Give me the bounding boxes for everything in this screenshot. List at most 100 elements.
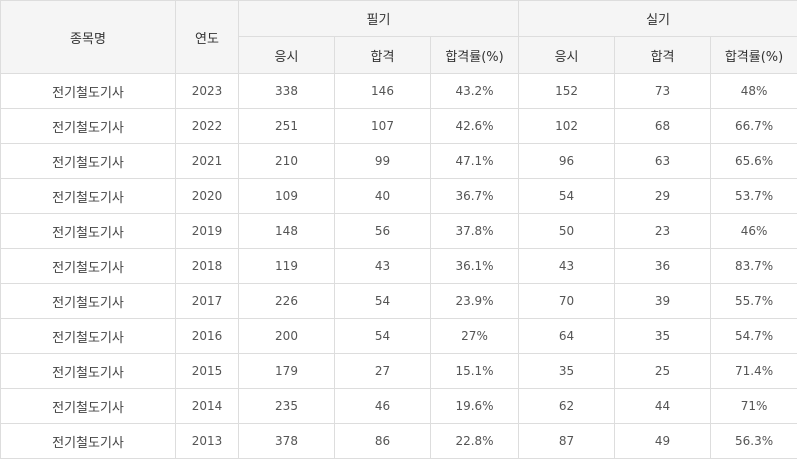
cell-written-pass: 56 bbox=[334, 213, 431, 249]
cell-written-rate: 37.8% bbox=[429, 213, 520, 249]
cell-practical-apply: 43 bbox=[518, 248, 616, 284]
cell-written-apply: 226 bbox=[238, 283, 335, 319]
header-practical-rate: 합격률(%) bbox=[710, 36, 797, 74]
cell-practical-pass: 29 bbox=[614, 178, 712, 214]
cell-practical-rate: 48% bbox=[710, 73, 797, 109]
cell-practical-pass: 23 bbox=[614, 213, 712, 249]
cell-practical-pass: 39 bbox=[614, 283, 712, 319]
header-written-rate: 합격률(%) bbox=[429, 36, 520, 74]
header-row-sub: 응시 합격 합격률(%) 응시 합격 합격률(%) bbox=[1, 36, 797, 74]
header-written-pass: 합격 bbox=[334, 36, 431, 74]
cell-written-apply: 179 bbox=[238, 353, 335, 389]
cell-written-rate: 47.1% bbox=[429, 143, 520, 179]
cell-written-pass: 54 bbox=[334, 318, 431, 354]
cell-year: 2013 bbox=[175, 423, 239, 459]
cell-written-apply: 251 bbox=[238, 108, 335, 144]
cell-item-name: 전기철도기사 bbox=[0, 388, 176, 424]
cell-written-pass: 27 bbox=[334, 353, 431, 389]
table-row: 전기철도기사 2019 148 56 37.8% 50 23 46% bbox=[0, 213, 797, 249]
cell-practical-rate: 71.4% bbox=[710, 353, 797, 389]
cell-practical-apply: 152 bbox=[518, 73, 616, 109]
cell-written-apply: 119 bbox=[238, 248, 335, 284]
cell-item-name: 전기철도기사 bbox=[0, 178, 176, 214]
cell-written-rate: 22.8% bbox=[429, 423, 520, 459]
cell-practical-pass: 49 bbox=[614, 423, 712, 459]
cell-year: 2017 bbox=[175, 283, 239, 319]
cell-practical-rate: 65.6% bbox=[710, 143, 797, 179]
cell-practical-rate: 54.7% bbox=[710, 318, 797, 354]
cell-written-pass: 54 bbox=[334, 283, 431, 319]
cell-written-pass: 86 bbox=[334, 423, 431, 459]
table-row: 전기철도기사 2023 338 146 43.2% 152 73 48% bbox=[0, 73, 797, 109]
table-row: 전기철도기사 2014 235 46 19.6% 62 44 71% bbox=[0, 388, 797, 424]
cell-item-name: 전기철도기사 bbox=[0, 283, 176, 319]
cell-written-rate: 36.7% bbox=[429, 178, 520, 214]
cell-year: 2020 bbox=[175, 178, 239, 214]
cell-written-pass: 146 bbox=[334, 73, 431, 109]
cell-written-apply: 109 bbox=[238, 178, 335, 214]
cell-item-name: 전기철도기사 bbox=[0, 423, 176, 459]
cell-item-name: 전기철도기사 bbox=[0, 73, 176, 109]
header-practical-pass: 합격 bbox=[614, 36, 712, 74]
cell-practical-rate: 83.7% bbox=[710, 248, 797, 284]
cell-practical-pass: 68 bbox=[614, 108, 712, 144]
cell-practical-pass: 35 bbox=[614, 318, 712, 354]
cell-practical-pass: 44 bbox=[614, 388, 712, 424]
table-row: 전기철도기사 2022 251 107 42.6% 102 68 66.7% bbox=[0, 108, 797, 144]
cell-practical-apply: 70 bbox=[518, 283, 616, 319]
header-practical: 실기 bbox=[518, 0, 797, 37]
cell-practical-apply: 64 bbox=[518, 318, 616, 354]
table-row: 전기철도기사 2013 378 86 22.8% 87 49 56.3% bbox=[0, 423, 797, 459]
cell-item-name: 전기철도기사 bbox=[0, 318, 176, 354]
cell-written-pass: 43 bbox=[334, 248, 431, 284]
table-row: 전기철도기사 2017 226 54 23.9% 70 39 55.7% bbox=[0, 283, 797, 319]
cell-year: 2014 bbox=[175, 388, 239, 424]
table-header: 종목명 연도 필기 실기 응시 합격 합격률(%) 응시 합격 합격률(%) bbox=[0, 0, 797, 74]
cell-practical-pass: 73 bbox=[614, 73, 712, 109]
header-year: 연도 bbox=[175, 0, 239, 74]
cell-written-rate: 23.9% bbox=[429, 283, 520, 319]
cell-practical-rate: 56.3% bbox=[710, 423, 797, 459]
header-written: 필기 bbox=[237, 0, 520, 37]
cell-practical-rate: 71% bbox=[710, 388, 797, 424]
cell-practical-apply: 62 bbox=[518, 388, 616, 424]
cell-written-rate: 42.6% bbox=[429, 108, 520, 144]
cell-written-rate: 43.2% bbox=[429, 73, 520, 109]
table-body: 전기철도기사 2023 338 146 43.2% 152 73 48% 전기철도기사 2022 2… bbox=[0, 73, 797, 459]
cell-written-pass: 99 bbox=[334, 143, 431, 179]
cell-practical-apply: 96 bbox=[518, 143, 616, 179]
cell-written-rate: 15.1% bbox=[429, 353, 520, 389]
cell-written-apply: 235 bbox=[238, 388, 335, 424]
header-row-top: 종목명 연도 필기 실기 bbox=[0, 0, 797, 74]
cell-written-pass: 40 bbox=[334, 178, 431, 214]
cell-practical-rate: 66.7% bbox=[710, 108, 797, 144]
cell-written-apply: 378 bbox=[238, 423, 335, 459]
cell-item-name: 전기철도기사 bbox=[0, 213, 176, 249]
table-row: 전기철도기사 2020 109 40 36.7% 54 29 53.7% bbox=[0, 178, 797, 214]
cell-practical-pass: 36 bbox=[614, 248, 712, 284]
cell-item-name: 전기철도기사 bbox=[0, 248, 176, 284]
cell-practical-apply: 102 bbox=[518, 108, 616, 144]
cell-written-rate: 19.6% bbox=[429, 388, 520, 424]
cell-written-pass: 46 bbox=[334, 388, 431, 424]
cell-year: 2019 bbox=[175, 213, 239, 249]
cell-practical-apply: 87 bbox=[518, 423, 616, 459]
cell-year: 2016 bbox=[175, 318, 239, 354]
cell-practical-rate: 55.7% bbox=[710, 283, 797, 319]
cell-written-rate: 27% bbox=[429, 318, 520, 354]
cell-practical-rate: 53.7% bbox=[710, 178, 797, 214]
cell-written-apply: 148 bbox=[238, 213, 335, 249]
header-item-name: 종목명 bbox=[0, 0, 176, 74]
header-practical-apply: 응시 bbox=[518, 36, 616, 74]
cell-item-name: 전기철도기사 bbox=[0, 353, 176, 389]
cell-practical-pass: 25 bbox=[614, 353, 712, 389]
cell-practical-rate: 46% bbox=[710, 213, 797, 249]
cell-practical-apply: 50 bbox=[518, 213, 616, 249]
cell-item-name: 전기철도기사 bbox=[0, 108, 176, 144]
cell-written-apply: 210 bbox=[238, 143, 335, 179]
header-written-apply: 응시 bbox=[238, 36, 335, 74]
cell-year: 2021 bbox=[175, 143, 239, 179]
table-row: 전기철도기사 2016 200 54 27% 64 35 54.7% bbox=[0, 318, 797, 354]
table-row: 전기철도기사 2018 119 43 36.1% 43 36 83.7% bbox=[0, 248, 797, 284]
